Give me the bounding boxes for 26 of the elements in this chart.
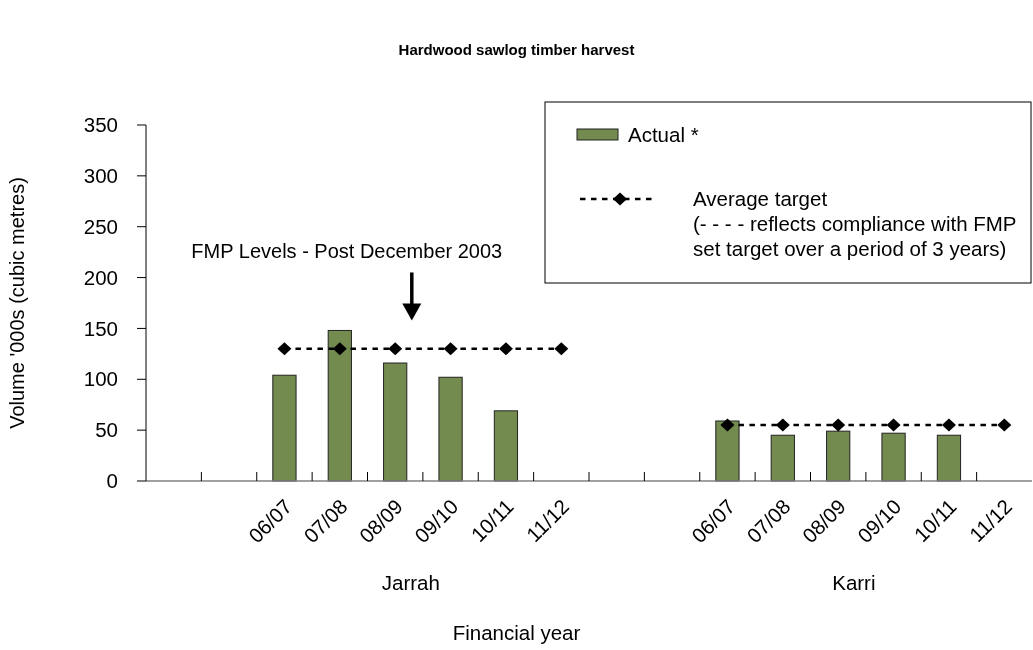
annotation: FMP Levels - Post December 2003 (191, 240, 503, 263)
bar (826, 430, 851, 482)
y-tick-label: 350 (83, 113, 118, 137)
x-axis-title: Financial year (452, 621, 581, 644)
y-axis-title: Volume '000s (cubic metres) (6, 177, 28, 429)
legend-label: Actual * (628, 123, 699, 147)
bar (327, 329, 352, 482)
bar (715, 420, 740, 482)
bar (383, 362, 408, 482)
bar (493, 410, 519, 482)
text: Karri (832, 571, 876, 594)
y-tick-label: 0 (106, 469, 118, 493)
y-tick-label: 150 (83, 316, 118, 340)
legend-label: Average target (- - - - reflects compliance with FMP set target over a period of 3 years) (693, 187, 1017, 261)
y-tick-label: 300 (83, 164, 118, 188)
bar (881, 432, 906, 482)
bar (272, 374, 297, 482)
bar (770, 434, 795, 482)
bar (438, 376, 463, 482)
chart-title: Hardwood sawlog timber harvest (398, 41, 635, 58)
bar (936, 434, 962, 482)
y-tick-label: 100 (83, 367, 118, 391)
y-tick-label: 50 (95, 418, 118, 442)
y-tick-label: 200 (83, 265, 118, 289)
y-tick-label: 250 (83, 214, 118, 238)
text: Jarrah (381, 571, 440, 594)
